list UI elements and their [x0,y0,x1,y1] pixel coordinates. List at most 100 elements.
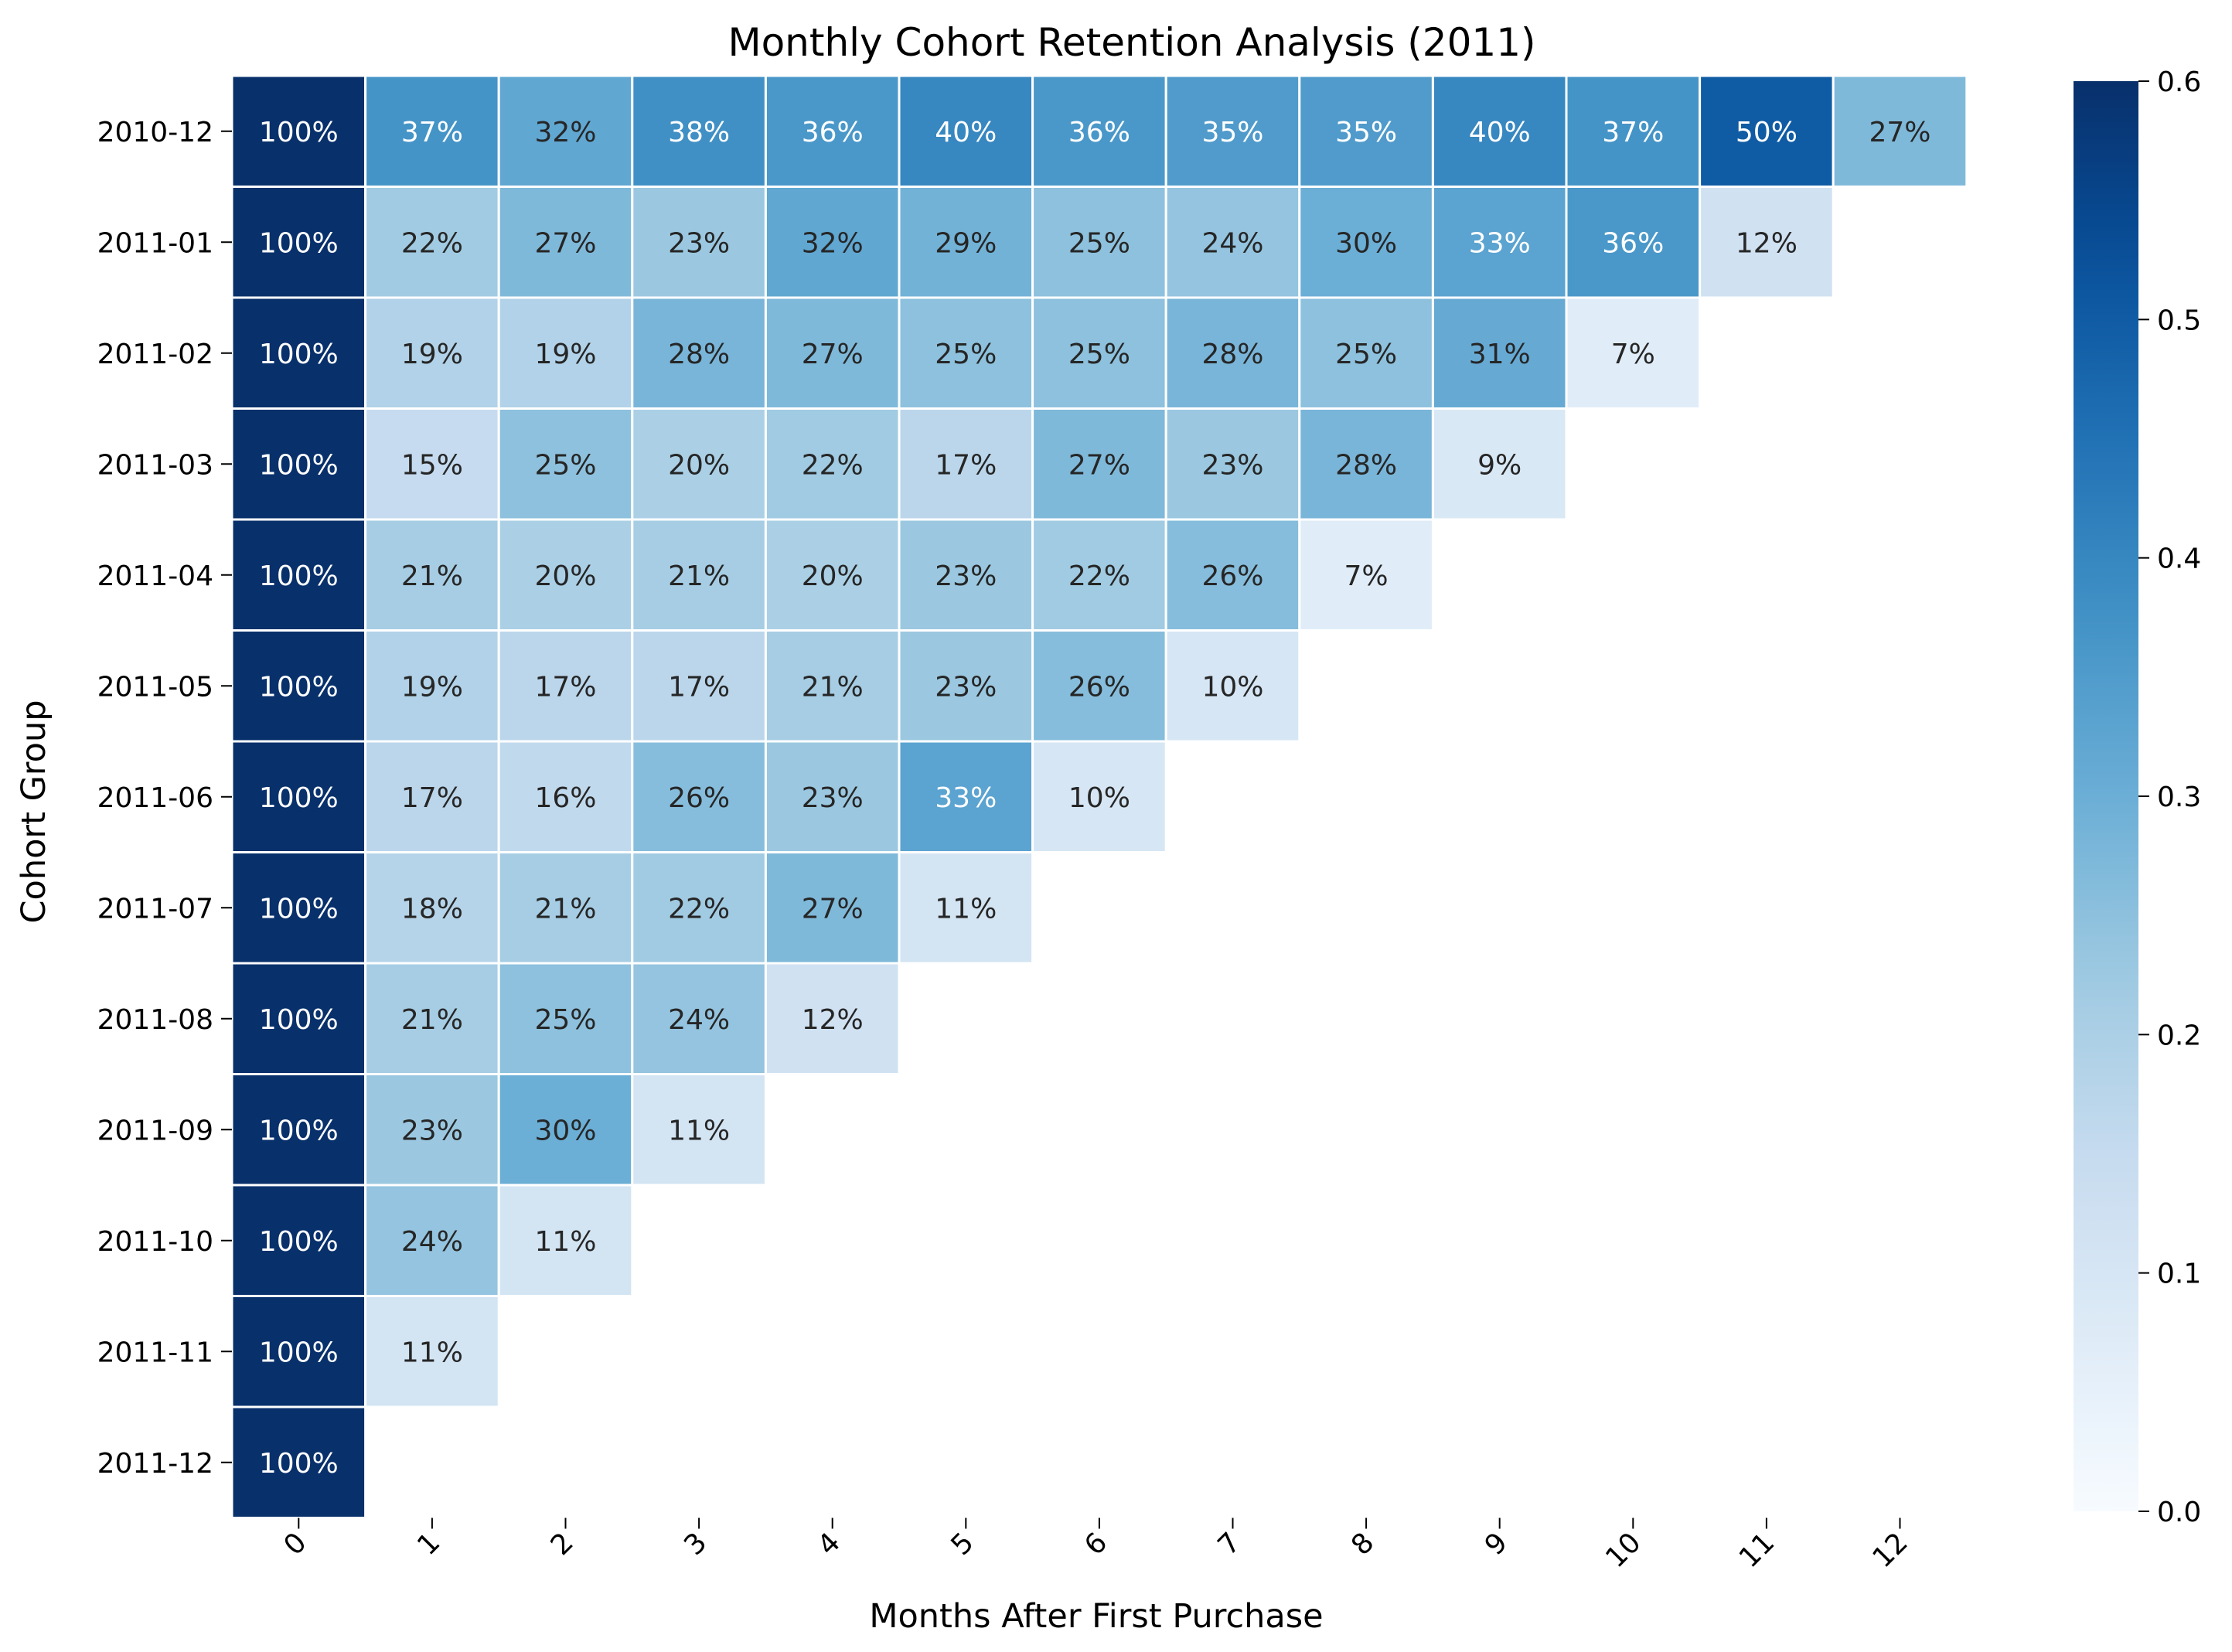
cell-value-label: 16% [534,782,596,814]
cell-value-label: 40% [935,117,997,148]
colorbar-tick-label: 0.5 [2157,305,2201,336]
cell-value-label: 12% [802,1004,864,1036]
colorbar-tick-label: 0.4 [2157,543,2201,575]
y-tick-label: 2011-01 [97,227,213,259]
x-tick-label: 2 [545,1527,580,1562]
heatmap-cell [364,1295,500,1408]
heatmap-cell [631,851,767,965]
cell-value-label: 32% [802,227,864,259]
cell-value-label: 100% [259,1115,339,1146]
cell-value-label: 10% [1201,671,1263,703]
cell-value-label: 100% [259,449,339,481]
x-tick-label: 11 [1733,1527,1780,1574]
cell-value-label: 37% [401,117,463,148]
x-tick-labels: 0 1 2 3 4 5 6 7 8 9 10 11 12 [278,1517,1914,1574]
heatmap-cell [1298,407,1434,521]
heatmap-cell [1031,518,1167,632]
cell-value-label: 11% [401,1337,463,1368]
heatmap-cell [230,1073,367,1187]
heatmap-cell [364,851,500,965]
heatmap-cell [497,962,634,1075]
y-tick-label: 2011-02 [97,339,213,370]
heatmap-cell [631,740,767,853]
cell-value-label: 100% [259,339,339,370]
cell-value-label: 100% [259,1226,339,1258]
x-tick-label: 8 [1345,1527,1380,1562]
y-tick-labels: 2010-12 2011-01 2011-02 2011-03 2011-04 2011-… [97,117,232,1480]
heatmap-cell [1031,186,1167,299]
cell-value-label: 20% [668,449,730,481]
cell-value-label: 23% [668,227,730,259]
colorbar-tick-label: 0.6 [2157,66,2201,98]
heatmap-cell [497,1073,634,1187]
heatmap-cell [1699,74,1835,188]
cell-value-label: 17% [668,671,730,703]
x-tick-label: 4 [812,1527,847,1562]
heatmap-cell [230,1405,367,1519]
heatmap-cell [631,296,767,410]
heatmap-cell [631,186,767,299]
cell-value-label: 27% [1068,449,1130,481]
cell-value-label: 28% [668,339,730,370]
y-tick-label: 2011-11 [97,1337,213,1368]
cell-value-label: 100% [259,227,339,259]
heatmap-cell [1031,407,1167,521]
colorbar-tick-label: 0.3 [2157,782,2201,813]
heatmap-cell [230,74,367,188]
heatmap-cell [230,629,367,743]
heatmap-cell [230,407,367,521]
cell-value-label: 38% [668,117,730,148]
heatmap-cell [497,740,634,853]
heatmap-cell [1164,186,1301,299]
y-tick-label: 2010-12 [97,117,213,148]
cell-value-label: 17% [534,671,596,703]
cell-value-label: 40% [1469,117,1531,148]
cell-value-label: 33% [1469,227,1531,259]
colorbar-tick-label: 0.0 [2157,1497,2201,1528]
heatmap-cell [1164,518,1301,632]
cell-value-label: 32% [534,117,596,148]
cell-value-label: 23% [401,1115,463,1146]
cell-value-label: 30% [1335,227,1397,259]
cell-value-label: 22% [401,227,463,259]
cell-value-label: 100% [259,782,339,814]
heatmap-cell [497,407,634,521]
colorbar: 0.0 0.1 0.2 0.3 0.4 0.5 0.6 [2074,66,2201,1528]
heatmap-cell [1699,186,1835,299]
cell-value-label: 21% [401,1004,463,1036]
cell-value-label: 24% [401,1226,463,1258]
heatmap-cell [764,851,901,965]
heatmap-cell [1298,518,1434,632]
heatmap-cell [898,296,1034,410]
heatmap-cell [364,1073,500,1187]
heatmap-cell [898,740,1034,853]
chart-title: Monthly Cohort Retention Analysis (2011) [728,20,1535,65]
heatmap-cell [230,962,367,1075]
cell-value-label: 10% [1068,782,1130,814]
cell-value-label: 25% [935,339,997,370]
cell-value-label: 22% [668,893,730,925]
cell-value-label: 17% [401,782,463,814]
cell-value-label: 22% [1068,560,1130,592]
cell-value-label: 25% [1335,339,1397,370]
cell-value-label: 100% [259,117,339,148]
cell-value-label: 100% [259,560,339,592]
cell-value-label: 27% [802,339,864,370]
heatmap-cell [1164,629,1301,743]
heatmap-cell [497,74,634,188]
cell-value-label: 37% [1602,117,1664,148]
heatmap-cell [631,407,767,521]
heatmap-cell [898,629,1034,743]
cell-value-label: 17% [935,449,997,481]
cell-value-label: 25% [534,449,596,481]
cell-value-label: 11% [534,1226,596,1258]
colorbar-gradient [2074,81,2138,1511]
cell-value-label: 28% [1335,449,1397,481]
heatmap-cell [1298,186,1434,299]
cell-value-label: 26% [668,782,730,814]
heatmap-cell [1431,186,1568,299]
cell-value-label: 19% [534,339,596,370]
cell-value-label: 15% [401,449,463,481]
x-tick-label: 6 [1079,1527,1113,1562]
